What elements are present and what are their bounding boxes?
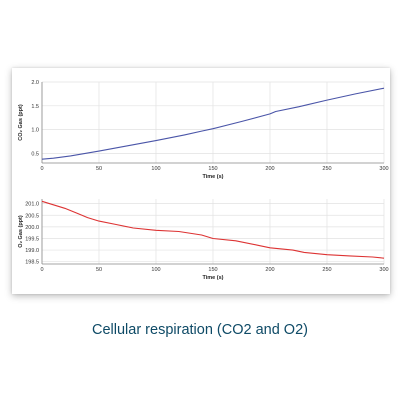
x-tick-label-2: 0 (40, 267, 43, 273)
y-tick-label-2: 199.0 (25, 248, 39, 254)
y-tick-label-2: 199.5 (25, 236, 39, 242)
x-tick-label-2: 200 (265, 267, 274, 273)
x-tick-label-2: 250 (322, 267, 331, 273)
y-tick-label-2: 200.0 (25, 225, 39, 231)
y-axis-title-2: O₂ Gas (ppt) (18, 215, 24, 248)
x-tick-label-1: 0 (40, 166, 43, 172)
x-tick-label-1: 250 (322, 166, 331, 172)
y-tick-label-1: 1.5 (31, 104, 39, 110)
series-line-2 (41, 200, 385, 259)
x-tick-label-1: 150 (208, 166, 217, 172)
x-axis-title-2: Time (s) (203, 275, 224, 281)
y-tick-label-1: 1.0 (31, 128, 39, 134)
x-tick-label-2: 100 (151, 267, 160, 273)
x-tick-label-1: 100 (151, 166, 160, 172)
y-tick-label-2: 200.5 (25, 213, 39, 219)
figure-caption: Cellular respiration (CO2 and O2) (92, 322, 308, 338)
y-tick-label-2: 198.5 (25, 260, 39, 266)
plots-svg: 0 50 100 150 200 250 300 0.5 1.0 1.5 2.0 Time (s) CO… (18, 80, 389, 281)
figure-card: 0 50 100 150 200 250 300 0.5 1.0 1.5 2.0 Time (s) CO… (12, 68, 390, 294)
x-tick-label-1: 200 (265, 166, 274, 172)
x-tick-label-2: 150 (208, 267, 217, 273)
y-tick-label-1: 2.0 (31, 80, 39, 86)
x-tick-label-2: 50 (96, 267, 102, 273)
y-axis-title-1: CO₂ Gas (ppt) (18, 104, 24, 141)
series-line-1 (41, 87, 385, 160)
x-tick-label-1: 50 (96, 166, 102, 172)
y-tick-label-1: 0.5 (31, 151, 39, 157)
y-tick-label-2: 201.0 (25, 202, 39, 208)
x-axis-title-1: Time (s) (203, 174, 224, 180)
x-tick-label-1: 300 (379, 166, 388, 172)
x-tick-label-2: 300 (379, 267, 388, 273)
